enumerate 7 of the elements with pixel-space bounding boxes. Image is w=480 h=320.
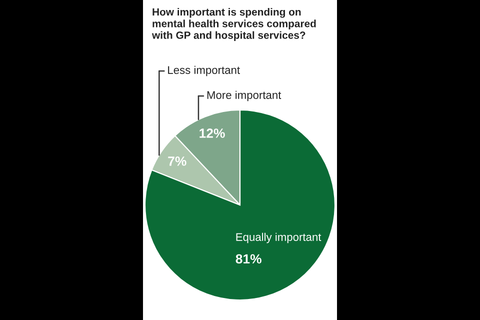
data-label: 7% [168,156,186,166]
slice-label: More important [207,90,282,102]
slice-label: Equally important [236,232,322,244]
data-label: 81% [236,254,262,264]
data-label: 12% [200,128,225,138]
chart-title: How important is spending on mental health services compared with GP and hospital services? [152,8,316,41]
slice-label: Less important [168,66,240,76]
